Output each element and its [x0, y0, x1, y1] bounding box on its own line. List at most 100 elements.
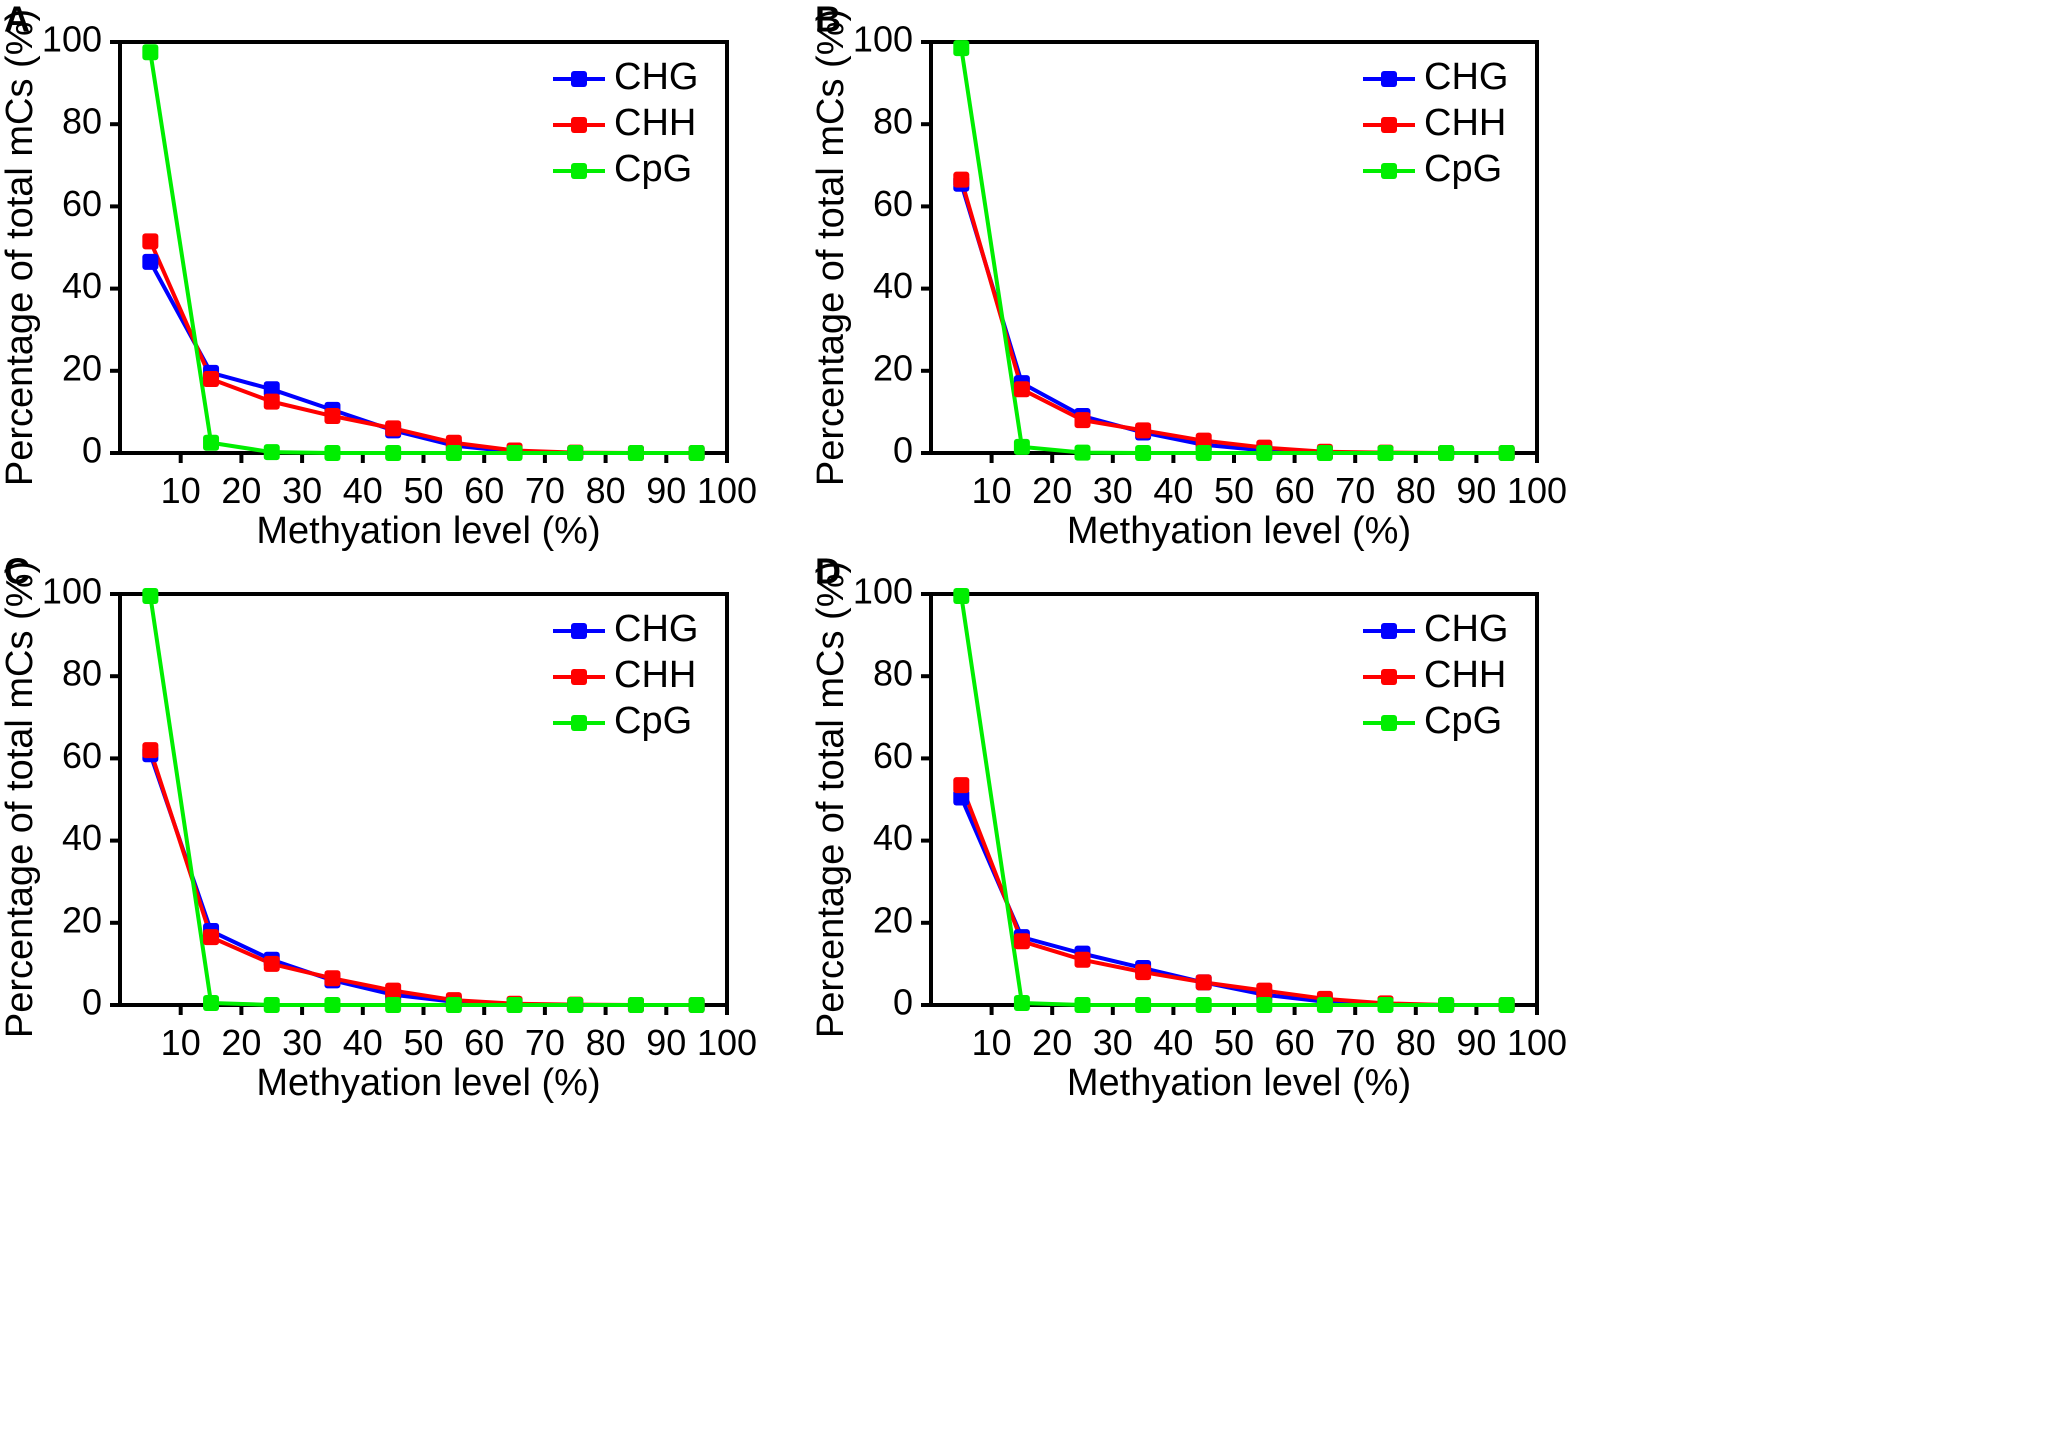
data-point-cpg: [445, 445, 462, 461]
y-tick-label: 20: [62, 899, 102, 940]
y-tick-label: 0: [82, 430, 102, 471]
data-point-chh: [142, 742, 159, 759]
data-point-chh: [142, 233, 159, 250]
x-axis-title: Methyation level (%): [1067, 1062, 1411, 1104]
x-tick-label: 70: [525, 1022, 565, 1063]
data-point-cpg: [1195, 997, 1212, 1013]
y-tick-label: 100: [42, 19, 102, 60]
x-tick-label: 60: [1275, 1022, 1315, 1063]
x-tick-label: 30: [282, 470, 322, 511]
data-point-chh: [203, 371, 220, 388]
legend-marker-chg: [1381, 71, 1397, 87]
panel-label-a: A: [4, 0, 30, 40]
data-point-cpg: [263, 444, 280, 461]
data-point-cpg: [263, 997, 280, 1013]
data-point-cpg: [953, 40, 970, 57]
panel-label-c: C: [4, 551, 30, 592]
x-tick-label: 20: [221, 470, 261, 511]
data-point-cpg: [1195, 445, 1212, 461]
legend-marker-chg: [571, 71, 587, 87]
data-point-cpg: [1316, 445, 1333, 461]
data-point-chh: [1256, 982, 1273, 999]
x-tick-label: 40: [343, 470, 383, 511]
y-tick-label: 60: [62, 183, 102, 224]
x-tick-label: 30: [282, 1022, 322, 1063]
data-point-chh: [385, 982, 402, 999]
data-point-cpg: [1013, 438, 1030, 455]
data-point-cpg: [1135, 997, 1152, 1013]
series-line-chh: [959, 179, 1507, 455]
y-tick-label: 20: [873, 899, 913, 940]
x-tick-label: 10: [972, 470, 1012, 511]
y-axis-title: Percentage of total mCs (%): [810, 561, 852, 1038]
data-point-chh: [1135, 964, 1152, 981]
data-point-cpg: [688, 445, 705, 461]
x-tick-label: 20: [1032, 1022, 1072, 1063]
y-tick-label: 40: [873, 265, 913, 306]
y-tick-label: 100: [853, 19, 913, 60]
legend-label-chh: CHH: [614, 102, 696, 144]
y-tick-label: 80: [62, 653, 102, 694]
y-tick-label: 80: [62, 101, 102, 142]
legend-marker-cpg: [1381, 163, 1397, 179]
legend-marker-cpg: [571, 163, 587, 179]
data-point-chh: [953, 777, 970, 794]
y-tick-label: 80: [873, 653, 913, 694]
data-point-cpg: [567, 445, 584, 461]
legend-marker-chh: [1381, 669, 1397, 685]
legend-label-chg: CHG: [1424, 608, 1508, 650]
legend-marker-chh: [571, 669, 587, 685]
x-tick-label: 70: [1335, 470, 1375, 511]
data-point-cpg: [688, 997, 705, 1013]
legend-label-cpg: CpG: [1424, 148, 1502, 190]
legend-marker-chg: [571, 623, 587, 639]
data-point-cpg: [385, 997, 402, 1013]
data-point-cpg: [1438, 997, 1455, 1013]
data-point-cpg: [385, 445, 402, 461]
data-point-cpg: [203, 434, 220, 451]
data-point-cpg: [1074, 444, 1091, 461]
legend-marker-cpg: [1381, 715, 1397, 731]
data-point-chh: [1074, 951, 1091, 968]
data-point-chh: [1195, 974, 1212, 991]
x-tick-label: 60: [464, 1022, 504, 1063]
legend-label-chh: CHH: [614, 654, 696, 696]
data-point-cpg: [1256, 997, 1273, 1013]
x-axis-title: Methyation level (%): [256, 1062, 600, 1104]
data-point-cpg: [627, 445, 644, 461]
data-point-cpg: [1498, 997, 1515, 1013]
series-line-chg: [959, 796, 1507, 1007]
x-tick-label: 20: [221, 1022, 261, 1063]
x-tick-label: 50: [403, 470, 443, 511]
x-tick-label: 70: [1335, 1022, 1375, 1063]
x-axis-title: Methyation level (%): [1067, 510, 1411, 552]
y-tick-label: 40: [62, 817, 102, 858]
y-tick-label: 60: [62, 735, 102, 776]
x-tick-label: 90: [1456, 470, 1496, 511]
chart-panel-c: C 0 20 40 60 80 100 10 20 30 40 50 60 70 80 90 100 Methya…: [0, 551, 757, 1104]
panel-label-b: B: [815, 0, 841, 40]
legend-marker-chg: [1381, 623, 1397, 639]
x-tick-label: 50: [1214, 470, 1254, 511]
chart-panel-b: B 0 20 40 60 80 100 10 20 30 40 50 60 70 80 90 100 Methya…: [810, 0, 1567, 552]
y-tick-label: 60: [873, 183, 913, 224]
x-tick-label: 80: [1396, 470, 1436, 511]
data-point-cpg: [203, 994, 220, 1011]
data-point-chh: [1135, 422, 1152, 439]
data-point-cpg: [324, 997, 341, 1013]
y-tick-label: 100: [853, 571, 913, 612]
data-point-cpg: [324, 445, 341, 461]
data-point-chh: [1013, 381, 1030, 398]
data-point-cpg: [1377, 445, 1394, 461]
legend-marker-chh: [571, 117, 587, 133]
data-point-cpg: [445, 997, 462, 1013]
legend-label-cpg: CpG: [614, 700, 692, 742]
data-point-cpg: [1316, 997, 1333, 1013]
data-point-chh: [385, 420, 402, 437]
x-tick-label: 30: [1093, 470, 1133, 511]
legend-marker-cpg: [571, 715, 587, 731]
data-point-cpg: [1074, 997, 1091, 1013]
legend-label-chg: CHG: [1424, 56, 1508, 98]
series-line-chh: [148, 240, 697, 455]
x-tick-label: 50: [1214, 1022, 1254, 1063]
